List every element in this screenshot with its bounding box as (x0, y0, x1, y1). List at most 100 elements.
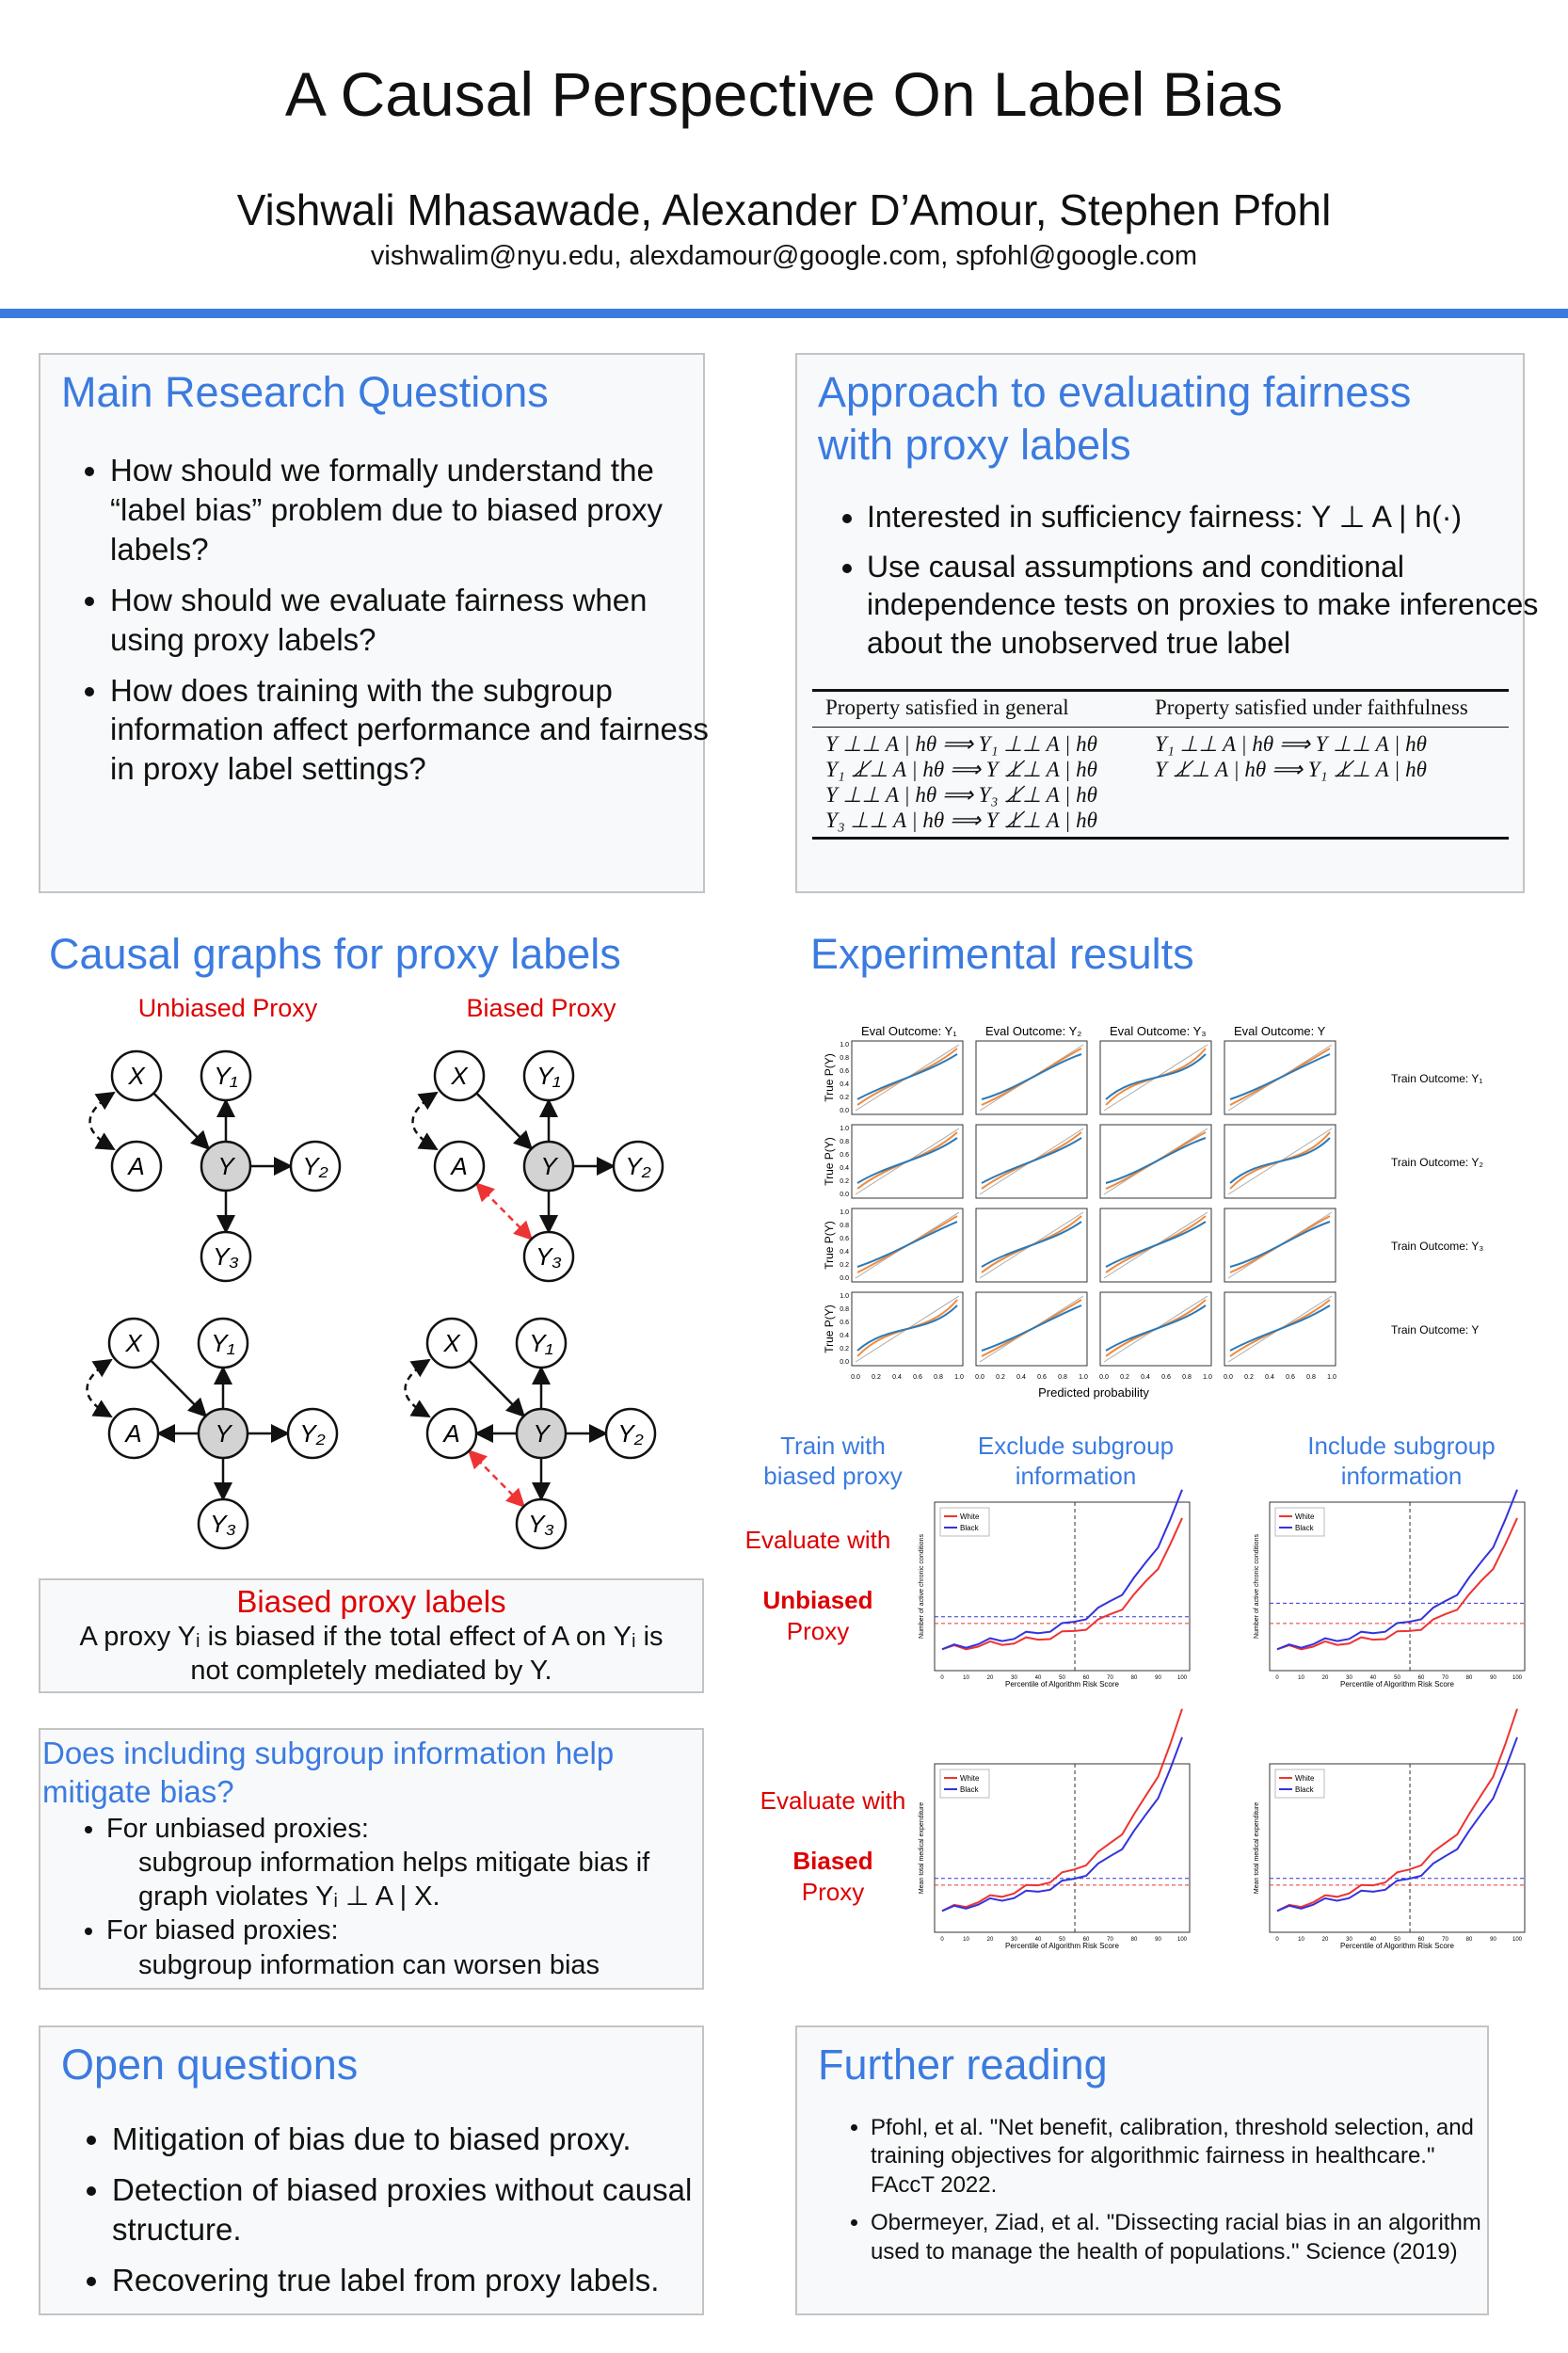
graph-node (107, 1317, 160, 1369)
x-tick-label: 1.0 (1203, 1374, 1212, 1381)
graph-edge (468, 1359, 526, 1417)
x-tick-label: 0.8 (1306, 1374, 1316, 1381)
x-tick-label: 90 (1155, 1675, 1161, 1681)
x-tick-label: 100 (1177, 1937, 1188, 1943)
x-tick-label: 0 (1275, 1675, 1279, 1681)
y-label: True P(Y) (823, 1221, 836, 1270)
graph-node (110, 1049, 163, 1102)
legend-label: White (1295, 1774, 1315, 1783)
node-label: Y (217, 1152, 235, 1180)
row-title: Train Outcome: Y₂ (1391, 1156, 1483, 1169)
column-header: Include subgroup information (1307, 1432, 1495, 1490)
node-label: Y₁ (529, 1329, 553, 1357)
legend-box (939, 1769, 990, 1799)
row-header: Evaluate with (760, 1786, 906, 1815)
section-title: Main Research Questions (61, 368, 549, 416)
list-item: Pfohl, et al. "Net benefit, calibration,… (871, 2114, 1492, 2200)
plot-curve (941, 1489, 1183, 1651)
graph-edge (88, 1091, 116, 1151)
panel-curve (1229, 1305, 1331, 1352)
node-label: Y₁ (211, 1329, 235, 1357)
graph-edge (467, 1449, 526, 1508)
graph-node (425, 1407, 478, 1460)
title: A Causal Perspective On Label Bias (284, 59, 1284, 129)
x-tick-label: 80 (1131, 1937, 1138, 1943)
x-tick-label: 0.0 (1224, 1374, 1233, 1381)
list: Mitigation of bias due to biased proxy. D… (63, 2120, 724, 2312)
node-label: Y (533, 1419, 551, 1448)
y-tick-label: 0.6 (840, 1152, 849, 1159)
table-cell: Y ⊥⊥ A | hθ ⟹ Y₁ ⊥⊥ A | hθ (825, 732, 1097, 756)
y-tick-label: 0.2 (840, 1178, 849, 1185)
biased-proxy-box: Biased proxy labels A proxy Yᵢ is biased… (39, 1578, 704, 1693)
y-tick-label: 0.0 (840, 1275, 849, 1282)
y-tick-label: 0.0 (840, 1192, 849, 1198)
node-label: Y₃ (536, 1242, 562, 1271)
graph-node (515, 1497, 568, 1550)
legend-label: Black (960, 1785, 980, 1794)
y-tick-label: 0.6 (840, 1236, 849, 1242)
node-label: Y₃ (210, 1510, 236, 1538)
graph-node (522, 1140, 575, 1193)
graph-node (433, 1140, 486, 1193)
list-item: How does training with the subgroup info… (110, 671, 722, 790)
y-tick-label: 0.2 (840, 1095, 849, 1101)
panel-curve (1105, 1053, 1207, 1100)
x-tick-label: 0.2 (872, 1374, 881, 1381)
list: For unbiased proxies:subgroup informatio… (40, 1812, 702, 1982)
y-tick-label: 1.0 (840, 1042, 849, 1048)
x-tick-label: 10 (963, 1675, 969, 1681)
table-cell: Y ⊥̸⊥ A | hθ ⟹ Y₁ ⊥̸⊥ A | hθ (1155, 758, 1427, 781)
subgroup-box: Does including subgroup information help… (39, 1728, 704, 1990)
list-item: Detection of biased proxies without caus… (112, 2170, 724, 2249)
list: How should we formally understand the “l… (61, 451, 722, 800)
y-tick-label: 0.8 (840, 1139, 849, 1145)
x-label: Percentile of Algorithm Risk Score (1340, 1680, 1454, 1689)
y-label: True P(Y) (823, 1305, 836, 1353)
node-label: A (449, 1152, 467, 1180)
node-label: Y₂ (625, 1152, 650, 1180)
x-tick-label: 1.0 (1327, 1374, 1336, 1381)
y-label: Number of active chronic conditions (1254, 1534, 1260, 1639)
section-title: Approach to evaluating fairness with pro… (818, 368, 1412, 470)
x-label: Percentile of Algorithm Risk Score (1005, 1680, 1119, 1689)
panel-curve (856, 1053, 958, 1100)
graph-label: Biased Proxy (466, 994, 616, 1022)
x-tick-label: 30 (1011, 1937, 1017, 1943)
node-label: X (442, 1329, 461, 1357)
x-tick-label: 50 (1059, 1937, 1065, 1943)
plot-curve (1276, 1489, 1518, 1651)
panel-title: Eval Outcome: Y₃ (1110, 1024, 1207, 1038)
list-item: Obermeyer, Ziad, et al. "Dissecting raci… (871, 2209, 1492, 2266)
graph-edge (150, 1359, 208, 1417)
row-header: Proxy (787, 1617, 849, 1645)
x-tick-label: 70 (1442, 1937, 1448, 1943)
x-tick-label: 0.2 (1244, 1374, 1254, 1381)
box-title: Does including subgroup information help… (42, 1736, 615, 1810)
panel-curve (1105, 1221, 1207, 1268)
list-item: How should we evaluate fairness when usi… (110, 581, 722, 660)
x-tick-label: 50 (1059, 1675, 1065, 1681)
y-tick-label: 0.0 (840, 1359, 849, 1366)
box-title: Biased proxy labels (236, 1584, 506, 1619)
x-tick-label: 70 (1107, 1675, 1113, 1681)
panel-curve (1229, 1221, 1331, 1268)
node-label: X (124, 1329, 143, 1357)
legend-label: Black (1295, 1785, 1315, 1794)
row-title: Train Outcome: Y₃ (1391, 1240, 1483, 1253)
plot-curve (941, 1737, 1183, 1913)
x-tick-label: 20 (1322, 1937, 1329, 1943)
graph-node (612, 1140, 664, 1193)
x-tick-label: 0.8 (1182, 1374, 1192, 1381)
panel-curve (1229, 1137, 1331, 1184)
x-tick-label: 80 (1466, 1675, 1473, 1681)
list-item: Use causal assumptions and conditional i… (867, 548, 1544, 663)
x-tick-label: 0.2 (1120, 1374, 1129, 1381)
node-label: Y₃ (528, 1510, 554, 1538)
panel-title: Eval Outcome: Y (1234, 1024, 1326, 1038)
panel-curve (1105, 1305, 1207, 1352)
x-tick-label: 70 (1442, 1675, 1448, 1681)
graph-node (197, 1407, 249, 1460)
list-item: How should we formally understand the “l… (110, 451, 722, 569)
x-tick-label: 70 (1107, 1937, 1113, 1943)
